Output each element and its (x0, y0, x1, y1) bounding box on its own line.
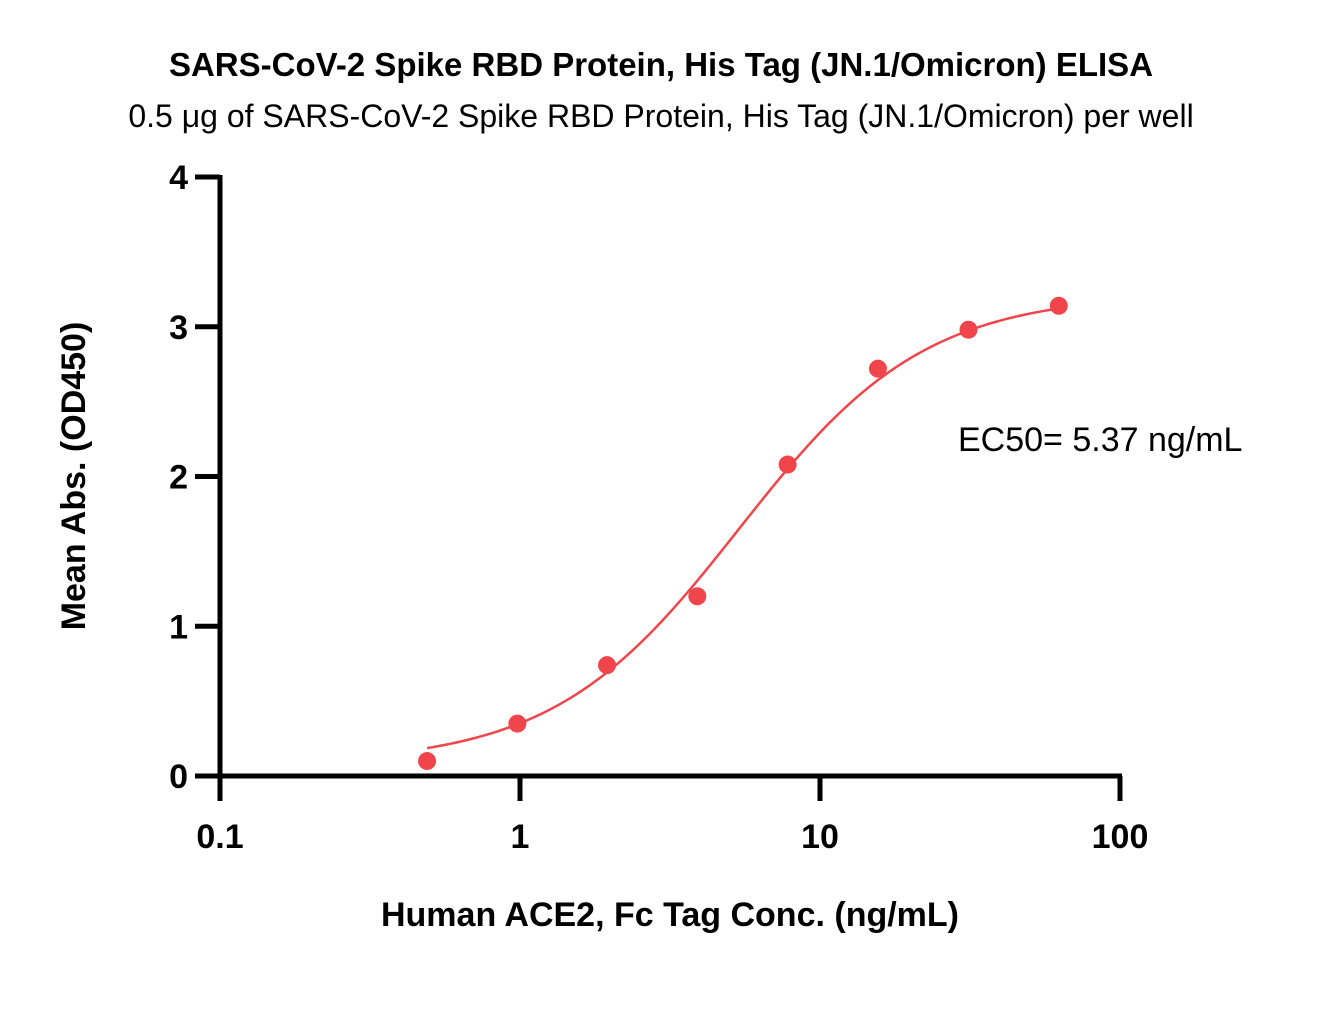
x-tick-label: 1 (511, 818, 530, 856)
y-axis-label: Mean Abs. (OD450) (55, 322, 93, 631)
x-tick-label: 0.1 (196, 818, 243, 856)
y-tick-label: 3 (169, 309, 188, 347)
axes (195, 175, 1122, 801)
data-point (508, 714, 527, 733)
fit-curve (426, 307, 1059, 750)
x-ticks: 0.1 1 10 100 (196, 776, 1148, 856)
x-tick-label: 100 (1092, 818, 1149, 856)
data-point (1049, 296, 1068, 315)
y-ticks: 0 1 2 3 4 (169, 159, 220, 796)
ec50-annotation: EC50= 5.37 ng/mL (958, 421, 1242, 459)
x-tick-label: 10 (801, 818, 839, 856)
y-tick-label: 0 (169, 758, 188, 796)
data-point (598, 656, 617, 675)
y-tick-label: 1 (169, 608, 188, 646)
data-point (959, 320, 978, 339)
data-points (418, 296, 1068, 771)
chart-subtitle: 0.5 μg of SARS-CoV-2 Spike RBD Protein, … (128, 98, 1194, 134)
data-point (418, 752, 437, 771)
data-point (688, 587, 707, 606)
chart-title: SARS-CoV-2 Spike RBD Protein, His Tag (J… (168, 46, 1154, 83)
y-tick-label: 4 (169, 159, 188, 197)
x-axis-label: Human ACE2, Fc Tag Conc. (ng/mL) (381, 896, 959, 934)
data-point (868, 359, 887, 378)
data-point (778, 455, 797, 474)
y-tick-label: 2 (169, 459, 188, 497)
